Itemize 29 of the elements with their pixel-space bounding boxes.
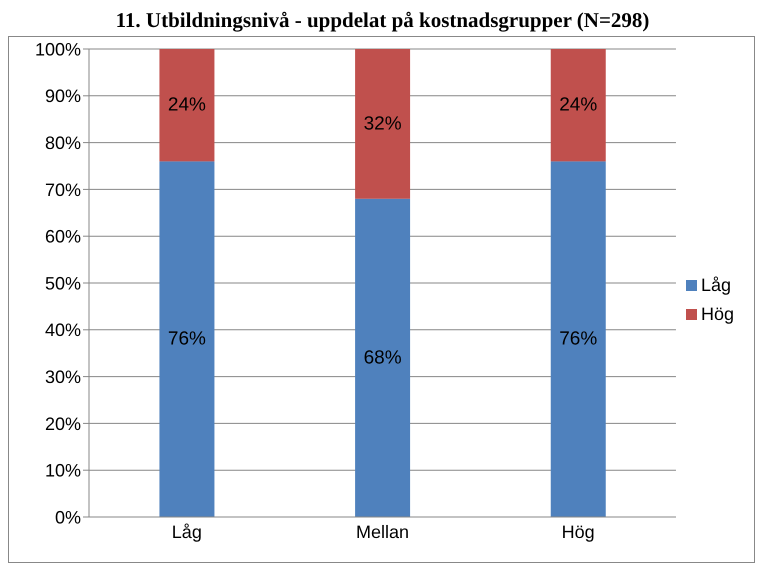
y-tick-label: 30% [44, 366, 81, 387]
y-tick-label: 100% [34, 39, 81, 60]
data-label: 76% [559, 328, 598, 350]
bar [159, 161, 214, 517]
x-tick-label: Hög [562, 522, 595, 542]
y-tick-label: 10% [44, 460, 81, 481]
data-label: 68% [364, 347, 402, 368]
y-tick-label: 40% [44, 320, 81, 340]
legend-label: Hög [700, 304, 734, 324]
bar [355, 49, 410, 199]
bar [159, 49, 214, 162]
y-tick-label: 0% [54, 507, 81, 528]
bar [550, 161, 606, 517]
y-tick-label: 50% [44, 273, 81, 294]
x-tick-label: Mellan [356, 522, 409, 542]
legend-label: Låg [700, 274, 732, 296]
data-label: 24% [559, 94, 598, 116]
bar [355, 198, 410, 517]
y-tick-label: 90% [44, 86, 81, 106]
data-label: 32% [364, 113, 402, 134]
y-tick-label: 70% [44, 180, 81, 200]
x-tick-label: Låg [172, 522, 202, 542]
y-tick-label: 60% [44, 226, 81, 247]
bar [550, 49, 606, 162]
y-tick-label: 80% [44, 132, 81, 153]
chart-title: 11. Utbildningsnivå - uppdelat på kostnadsgrupper (N=298) [114, 8, 650, 34]
y-tick-label: 20% [44, 414, 81, 434]
data-label: 76% [168, 328, 206, 350]
data-label: 24% [168, 94, 206, 116]
